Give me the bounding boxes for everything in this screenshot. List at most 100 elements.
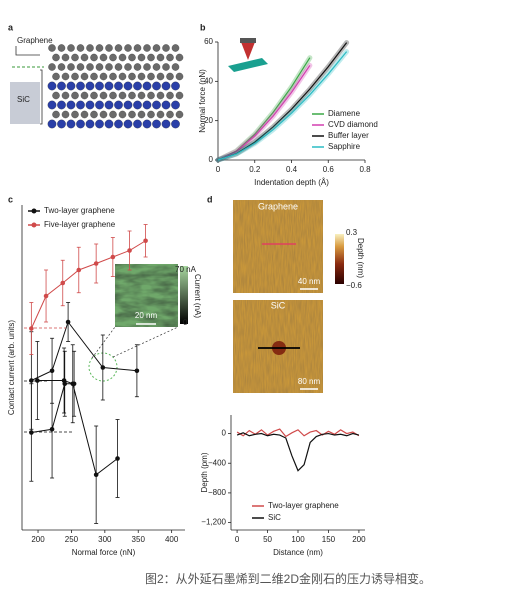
atom xyxy=(143,44,151,52)
legend-label: Diamene xyxy=(328,109,361,118)
atom xyxy=(66,81,76,91)
atom xyxy=(137,72,146,81)
data-point xyxy=(143,238,148,244)
x-axis-label: Distance (nm) xyxy=(273,548,323,557)
atom xyxy=(67,63,75,71)
diagram-label: Graphene xyxy=(17,36,53,45)
atom xyxy=(133,63,142,71)
atom xyxy=(147,53,155,62)
series-line xyxy=(37,380,118,476)
atom xyxy=(90,91,98,100)
scale-label: 20 nm xyxy=(135,311,158,320)
atom xyxy=(137,91,146,100)
atom xyxy=(99,91,108,100)
x-tick-label: 250 xyxy=(65,535,79,544)
atom xyxy=(57,100,66,110)
y-tick-label: 20 xyxy=(204,116,213,125)
atom xyxy=(66,100,76,110)
atom xyxy=(80,110,89,119)
atom xyxy=(114,119,123,129)
atom xyxy=(57,81,66,91)
atom xyxy=(128,53,136,62)
atom xyxy=(71,110,79,119)
atom xyxy=(85,119,95,129)
atom xyxy=(48,44,56,52)
indenter-icon xyxy=(228,38,268,72)
x-tick-label: 150 xyxy=(322,535,336,544)
image-title: SiC xyxy=(271,300,286,310)
y-axis-label: Contact current (arb. units) xyxy=(7,320,16,415)
current-map-inset: 70 nA 0 Current (nA) 20 nm xyxy=(88,264,202,382)
atom xyxy=(142,100,152,110)
data-point xyxy=(49,426,55,432)
data-point xyxy=(100,365,106,370)
atom xyxy=(105,63,113,71)
x-axis-label: Indentation depth (Å) xyxy=(254,178,329,187)
data-point xyxy=(71,381,77,387)
atom xyxy=(118,91,127,100)
tip-holder xyxy=(240,38,256,43)
y-tick-label: 60 xyxy=(204,37,213,46)
caption: 图2：从外延石墨烯到二维2D金刚石的压力诱导相变。 xyxy=(145,571,431,586)
atom xyxy=(95,44,104,52)
panel-label: c xyxy=(8,194,13,204)
atom xyxy=(147,91,155,100)
atom xyxy=(48,63,56,71)
colorbar-min: 0 xyxy=(183,318,188,327)
atom xyxy=(152,119,161,129)
y-tick-label: 40 xyxy=(204,76,213,85)
atom xyxy=(105,44,113,52)
atom xyxy=(52,72,60,81)
x-axis-label: Normal force (nN) xyxy=(72,548,136,557)
data-point xyxy=(93,472,99,478)
atom xyxy=(147,72,155,81)
x-tick-label: 100 xyxy=(291,535,305,544)
atom xyxy=(86,44,94,52)
atom xyxy=(90,110,98,119)
atom xyxy=(171,100,180,110)
x-tick-label: 400 xyxy=(165,535,179,544)
panel-label: a xyxy=(8,22,14,32)
series-line xyxy=(31,320,137,381)
atom xyxy=(95,119,104,129)
atom xyxy=(156,72,165,81)
x-tick-label: 200 xyxy=(31,535,45,544)
atom xyxy=(123,119,133,129)
atom xyxy=(118,53,127,62)
data-point xyxy=(43,293,49,299)
atom xyxy=(142,119,152,129)
legend-marker xyxy=(31,208,37,214)
legend-label: SiC xyxy=(268,513,281,522)
atom xyxy=(85,81,95,91)
data-point xyxy=(65,319,71,325)
atom xyxy=(171,44,180,52)
atom xyxy=(133,44,142,52)
atom xyxy=(61,53,70,62)
atom xyxy=(71,91,79,100)
data-point xyxy=(134,368,140,374)
current-texture xyxy=(115,264,178,327)
atom xyxy=(57,119,66,129)
x-tick-label: 0.8 xyxy=(359,165,371,174)
atom xyxy=(114,44,123,52)
data-point xyxy=(35,378,40,383)
atom xyxy=(133,81,142,91)
x-tick-label: 0.4 xyxy=(286,165,298,174)
data-point xyxy=(60,280,66,286)
atom xyxy=(76,44,85,52)
atom xyxy=(142,81,152,91)
atom xyxy=(147,110,155,119)
atom xyxy=(118,72,127,81)
tip xyxy=(241,42,255,60)
atom xyxy=(61,110,70,119)
atom xyxy=(175,91,184,100)
zoom-line xyxy=(112,326,179,358)
atom xyxy=(95,81,104,91)
atom xyxy=(109,110,117,119)
colorbar xyxy=(180,266,188,324)
legend-label: Two-layer graphene xyxy=(44,206,115,215)
atom xyxy=(114,63,123,71)
atom xyxy=(76,119,85,129)
data-point xyxy=(29,430,34,435)
series-line xyxy=(217,65,311,161)
